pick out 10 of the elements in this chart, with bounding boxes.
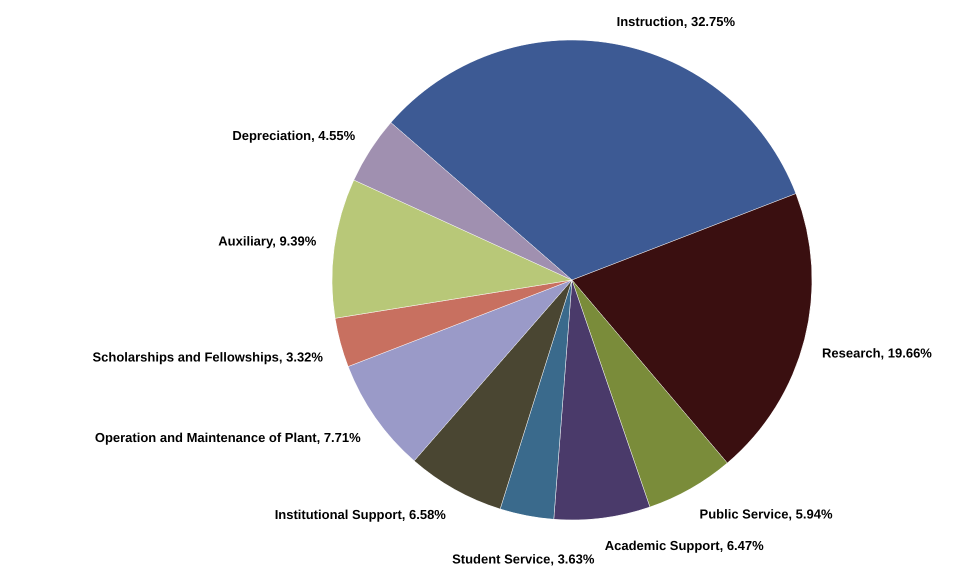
slice-label: Institutional Support, 6.58%	[274, 507, 446, 522]
slice-label: Instruction, 32.75%	[616, 14, 736, 29]
slice-label: Academic Support, 6.47%	[604, 538, 764, 553]
slice-label: Public Service, 5.94%	[700, 506, 833, 522]
slice-label: Depreciation, 4.55%	[232, 128, 356, 144]
slice-label: Scholarships and Fellowships, 3.32%	[92, 349, 324, 364]
slice-label: Research, 19.66%	[822, 346, 932, 361]
slice-label: Operation and Maintenance of Plant, 7.71%	[94, 430, 362, 446]
slice-label: Student Service, 3.63%	[452, 551, 595, 566]
slice-label: Auxiliary, 9.39%	[218, 233, 317, 248]
